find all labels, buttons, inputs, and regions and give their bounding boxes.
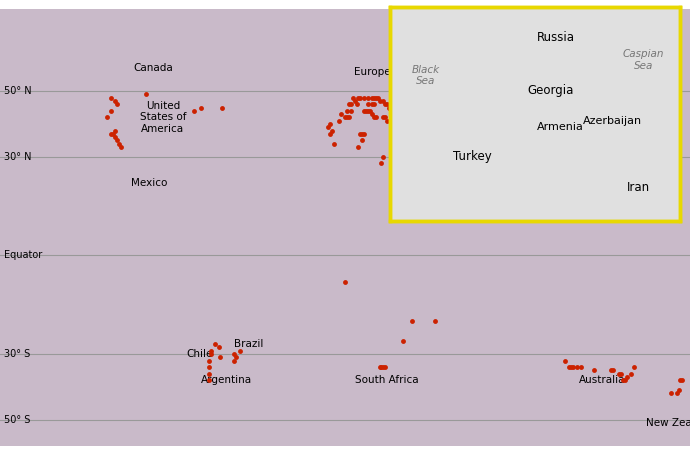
Text: South Africa: South Africa xyxy=(355,375,419,385)
Text: Caspian
Sea: Caspian Sea xyxy=(622,50,664,71)
Text: Brazil: Brazil xyxy=(235,339,264,349)
Text: Turkey: Turkey xyxy=(453,150,492,163)
Text: Europe: Europe xyxy=(353,66,390,76)
Text: Iran: Iran xyxy=(627,181,650,193)
Ellipse shape xyxy=(424,114,437,131)
Text: United
States of
America: United States of America xyxy=(139,101,186,134)
Text: Georgia: Georgia xyxy=(527,84,573,97)
Text: Azerbaijan: Azerbaijan xyxy=(583,116,642,126)
Text: Black
Sea: Black Sea xyxy=(412,65,440,86)
Text: 50° S: 50° S xyxy=(4,415,30,425)
Text: Canada: Canada xyxy=(133,63,173,73)
Text: China: China xyxy=(537,139,567,149)
Text: Russia: Russia xyxy=(536,31,575,44)
Text: 50° N: 50° N xyxy=(4,86,32,96)
Text: Mexico: Mexico xyxy=(131,178,168,188)
Text: Armenia: Armenia xyxy=(538,122,584,132)
Text: Equator: Equator xyxy=(4,250,42,260)
Text: 30° N: 30° N xyxy=(4,152,31,162)
Text: Australia: Australia xyxy=(579,375,625,385)
Text: Chile: Chile xyxy=(186,349,213,359)
Text: New Zealand: New Zealand xyxy=(647,418,690,428)
Text: 30° S: 30° S xyxy=(4,349,30,359)
Text: Argentina: Argentina xyxy=(201,375,252,385)
